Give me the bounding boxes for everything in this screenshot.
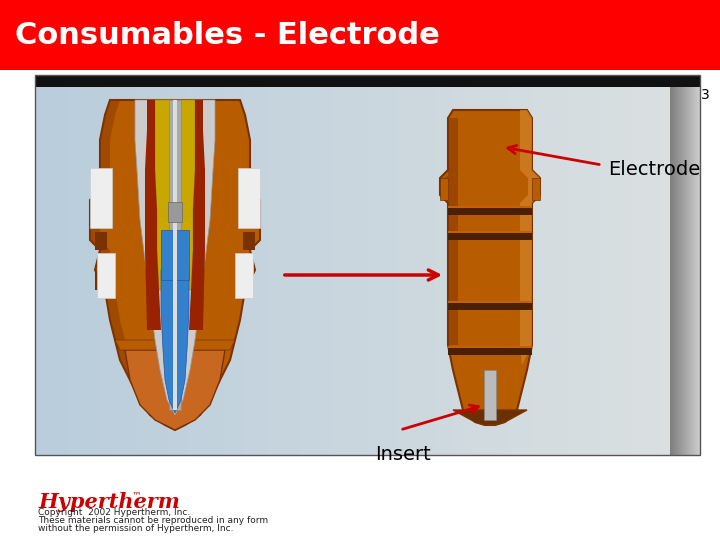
Polygon shape [90, 100, 175, 430]
Bar [0, 0, 720, 70]
Bar [240, 170, 255, 190]
Bar [448, 347, 532, 355]
Bar [235, 253, 253, 298]
Polygon shape [145, 100, 161, 330]
Text: Consumables - Electrode: Consumables - Electrode [15, 21, 440, 50]
Bar [484, 370, 496, 420]
Polygon shape [155, 100, 195, 290]
Bar [448, 301, 532, 303]
Polygon shape [135, 100, 215, 415]
Bar [532, 178, 540, 200]
Bar [448, 302, 532, 310]
Bar [440, 178, 448, 200]
Text: Insert: Insert [375, 445, 431, 464]
Bar [448, 346, 532, 348]
Polygon shape [161, 270, 189, 413]
Polygon shape [125, 350, 225, 430]
Bar [95, 232, 107, 250]
Bar [448, 231, 532, 233]
Polygon shape [189, 100, 205, 330]
Bar [243, 272, 253, 290]
Text: Electrode: Electrode [608, 160, 701, 179]
Bar [448, 207, 532, 215]
Polygon shape [440, 110, 540, 425]
Bar [161, 230, 189, 280]
Text: ™: ™ [132, 490, 142, 500]
Polygon shape [444, 118, 458, 345]
Bar [168, 202, 182, 222]
Bar [173, 100, 177, 410]
Bar [448, 206, 532, 208]
Text: Copyright  2002 Hypertherm, Inc.: Copyright 2002 Hypertherm, Inc. [38, 508, 190, 517]
Text: These materials cannot be reproduced in any form: These materials cannot be reproduced in … [38, 516, 268, 525]
Polygon shape [453, 410, 527, 425]
Polygon shape [520, 110, 540, 365]
Bar [97, 253, 115, 298]
Text: 3: 3 [701, 88, 710, 102]
Bar [95, 170, 110, 190]
Bar [90, 168, 112, 228]
Bar [169, 100, 181, 410]
Bar [448, 232, 532, 240]
Polygon shape [90, 100, 260, 430]
Bar [243, 232, 255, 250]
Bar [35, 75, 700, 455]
Bar [238, 168, 260, 228]
Bar [35, 75, 700, 87]
Text: Hypertherm: Hypertherm [38, 492, 180, 512]
Text: without the permission of Hypertherm, Inc.: without the permission of Hypertherm, In… [38, 524, 233, 533]
Bar [95, 272, 105, 290]
Polygon shape [115, 340, 235, 350]
